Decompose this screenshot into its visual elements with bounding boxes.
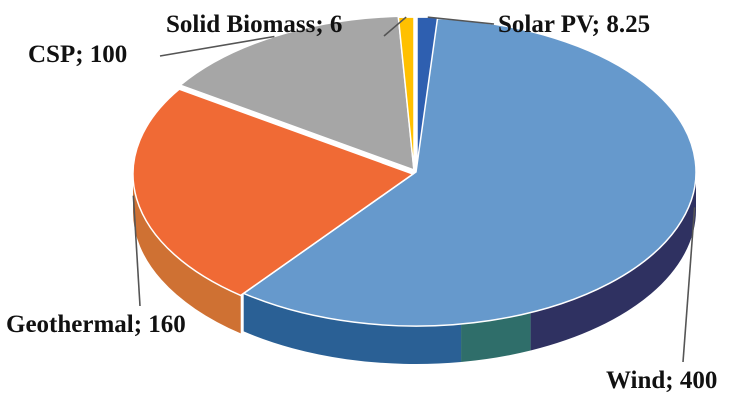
data-labels: Solid Biomass; 6 Solar PV; 8.25 CSP; 100… bbox=[6, 11, 717, 394]
side-wind-2 bbox=[243, 293, 462, 365]
leader-csp bbox=[159, 35, 275, 57]
label-csp: CSP; 100 bbox=[28, 41, 127, 68]
leader-solid-biomass bbox=[383, 16, 407, 37]
slice-geothermal bbox=[132, 88, 415, 297]
leader-wind bbox=[682, 207, 696, 363]
leader-geothermal bbox=[132, 195, 141, 307]
label-solid-biomass: Solid Biomass; 6 bbox=[166, 11, 342, 38]
pie-tops bbox=[132, 15, 697, 327]
slice-wind bbox=[242, 17, 697, 327]
label-solar-pv: Solar PV; 8.25 bbox=[498, 11, 650, 38]
label-wind: Wind; 400 bbox=[606, 367, 717, 394]
pie-sides bbox=[133, 172, 696, 365]
side-geothermal bbox=[133, 174, 241, 334]
side-wind-0 bbox=[530, 172, 696, 351]
slice-solid-biomass bbox=[397, 16, 415, 172]
leader-lines bbox=[132, 16, 696, 363]
leader-solar-pv bbox=[427, 16, 495, 25]
slice-csp bbox=[178, 15, 415, 172]
label-geothermal: Geothermal; 160 bbox=[6, 311, 186, 338]
side-wind-1 bbox=[461, 312, 531, 362]
